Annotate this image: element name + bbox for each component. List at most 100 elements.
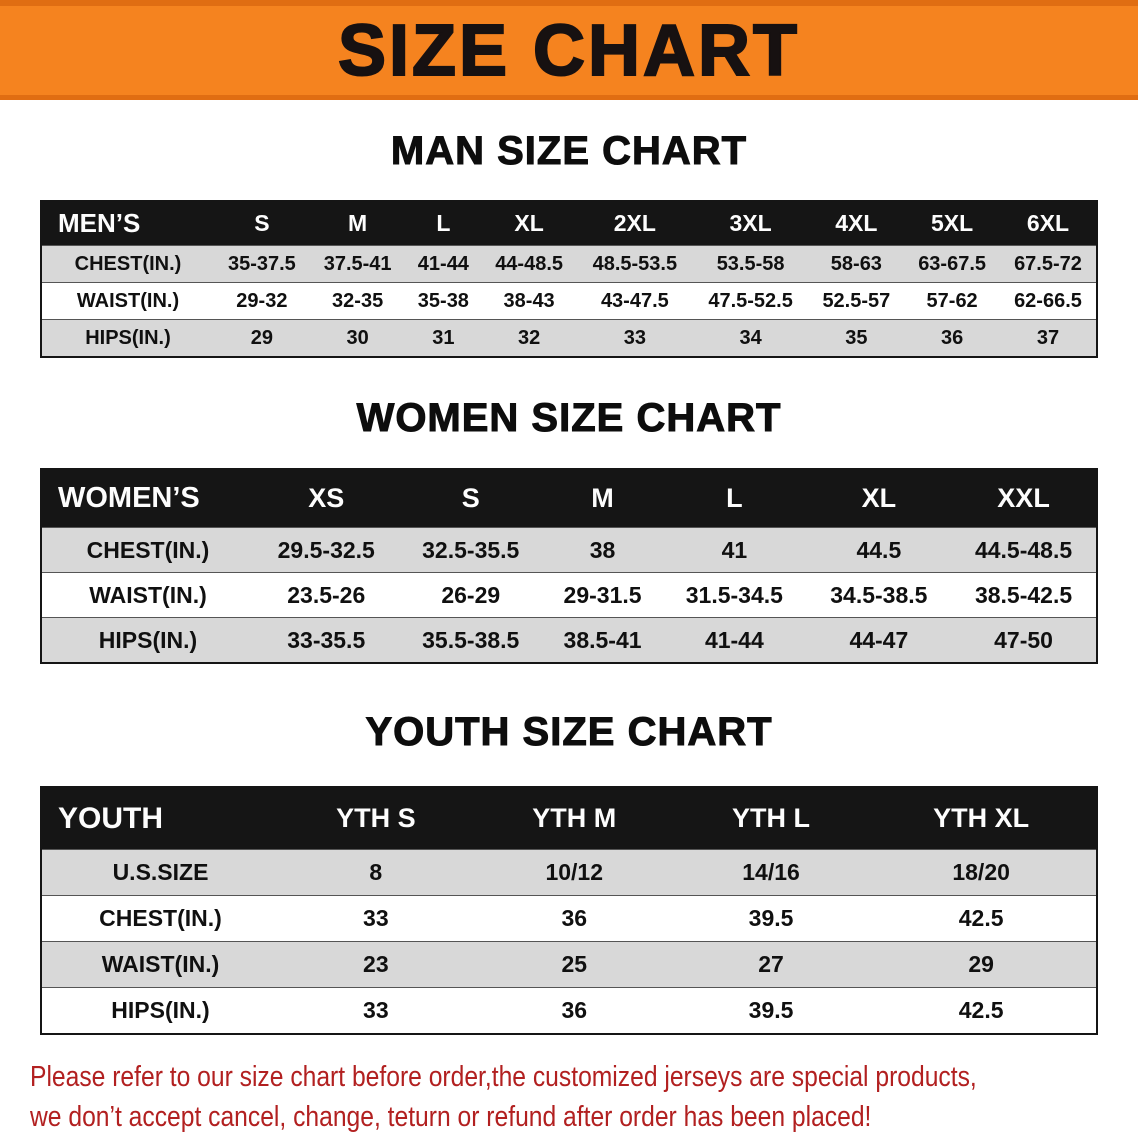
measurement-value: 37	[1036, 326, 1060, 349]
measurement-row: HIPS(IN.) 33-35.5 35.5-38.5 38.5-41 41-44 44-…	[41, 617, 1097, 663]
measurement-value: 44-48.5	[495, 252, 564, 275]
size-column-header: 4XL	[808, 201, 905, 246]
measurement-value: 23.5-26	[287, 581, 366, 608]
measurement-value: 29	[968, 951, 994, 977]
measurement-value: 35-37.5	[227, 252, 296, 275]
measurement-label: HIPS(IN.)	[111, 997, 210, 1023]
size-column-header: S	[398, 469, 543, 528]
measurement-value: 57-62	[926, 289, 978, 312]
measurement-value: 52.5-57	[822, 289, 891, 312]
disclaimer-line-2: we don’t accept cancel, change, teturn o…	[30, 1101, 872, 1133]
size-column-header: YTH M	[472, 787, 676, 850]
men-section-heading: MAN SIZE CHART	[390, 129, 748, 174]
size-column-header: 5XL	[904, 201, 1000, 246]
size-column-header: XXL	[951, 469, 1097, 528]
measurement-value: 48.5-53.5	[592, 252, 678, 275]
measurement-value: 26-29	[441, 581, 501, 608]
top-banner: SIZE CHART	[0, 0, 1138, 100]
measurement-value: 33	[363, 905, 389, 931]
measurement-value: 31.5-34.5	[685, 581, 783, 608]
size-header-row: MEN’S S M L XL 2XL 3XL 4XL 5XL 6XL	[41, 201, 1097, 246]
measurement-label: WAIST(IN.)	[76, 289, 180, 312]
measurement-value: 39.5	[748, 905, 794, 931]
measurement-value: 53.5-58	[716, 252, 785, 275]
size-column-header: M	[543, 469, 663, 528]
size-column-header: S	[214, 201, 310, 246]
measurement-value: 62-66.5	[1014, 289, 1082, 312]
measurement-value: 8	[369, 859, 383, 885]
measurement-value: 41-44	[417, 252, 469, 275]
measurement-value: 42.5	[958, 905, 1004, 931]
size-column-header: YTH S	[279, 787, 473, 850]
measurement-value: 32	[517, 326, 541, 349]
measurement-value: 23	[363, 951, 389, 977]
size-column-header: 6XL	[999, 201, 1097, 246]
measurement-value: 36	[561, 905, 588, 931]
disclaimer: Please refer to our size chart before or…	[0, 1057, 1138, 1137]
measurement-label: CHEST(IN.)	[99, 905, 222, 931]
measurement-value: 41-44	[704, 626, 764, 653]
measurement-row: WAIST(IN.) 23 25 27 29	[41, 941, 1097, 988]
measurement-value: 10/12	[545, 859, 604, 885]
measurement-value: 35.5-38.5	[422, 626, 520, 653]
measurement-value: 29-32	[236, 289, 288, 312]
size-column-header: XL	[481, 201, 577, 246]
measurement-value: 38-43	[503, 289, 555, 312]
measurement-value: 63-67.5	[918, 252, 987, 275]
measurement-row: WAIST(IN.) 23.5-26 26-29 29-31.5 31.5-34.5 34…	[41, 572, 1097, 618]
measurement-value: 33-35.5	[287, 626, 366, 653]
measurement-value: 29.5-32.5	[277, 536, 375, 563]
measurement-row: CHEST(IN.) 35-37.5 37.5-41 41-44 44-48.5 48.5…	[41, 245, 1097, 283]
size-column-header: YTH XL	[866, 787, 1097, 850]
size-header-row: YOUTH YTH S YTH M YTH L YTH XL	[41, 787, 1097, 850]
measurement-value: 35-38	[417, 289, 469, 312]
measurement-value: 31	[432, 326, 455, 349]
measurement-value: 44-47	[849, 626, 909, 653]
measurement-value: 42.5	[958, 997, 1004, 1023]
measurement-value: 29	[250, 326, 273, 349]
table-corner-label: MEN’S	[41, 201, 214, 246]
measurement-value: 47.5-52.5	[708, 289, 793, 312]
measurement-row: CHEST(IN.) 29.5-32.5 32.5-35.5 38 41 44.5 44.5…	[41, 527, 1097, 573]
table-corner-label: WOMEN’S	[41, 469, 254, 528]
measurement-label: HIPS(IN.)	[98, 626, 198, 653]
measurement-row: HIPS(IN.) 29 30 31 32 33 34 35 36 37	[41, 319, 1097, 357]
measurement-value: 58-63	[830, 252, 882, 275]
measurement-value: 41	[721, 536, 748, 563]
measurement-value: 34	[739, 326, 762, 349]
measurement-value: 27	[758, 951, 784, 977]
measurement-value: 36	[940, 326, 964, 349]
women-size-table: WOMEN’S XS S M L XL XXL CHEST(IN.) 29.5-32.5 32.5…	[40, 468, 1098, 664]
measurement-value: 29-31.5	[563, 581, 642, 608]
size-column-header: 2XL	[576, 201, 693, 246]
size-column-header: M	[309, 201, 406, 246]
measurement-value: 44.5	[856, 536, 902, 563]
measurement-value: 32-35	[332, 289, 384, 312]
measurement-value: 38.5-41	[563, 626, 642, 653]
table-corner-label: YOUTH	[41, 787, 279, 850]
size-column-header: XS	[254, 469, 399, 528]
measurement-value: 18/20	[952, 859, 1010, 885]
measurement-value: 38.5-42.5	[974, 581, 1073, 608]
youth-section-heading: YOUTH SIZE CHART	[365, 710, 773, 755]
measurement-row: WAIST(IN.) 29-32 32-35 35-38 38-43 43-47.5 47.…	[41, 282, 1097, 320]
measurement-value: 35	[845, 326, 868, 349]
measurement-value: 37.5-41	[323, 252, 392, 275]
men-size-section: MAN SIZE CHART MEN’S S M L XL 2XL 3XL 4XL 5XL 6XL…	[0, 127, 1138, 358]
measurement-value: 34.5-38.5	[830, 581, 928, 608]
measurement-value: 38	[589, 536, 616, 563]
size-column-header: 3XL	[692, 201, 809, 246]
measurement-label: WAIST(IN.)	[101, 951, 220, 977]
measurement-row: U.S.SIZE 8 10/12 14/16 18/20	[41, 849, 1097, 896]
measurement-value: 36	[561, 997, 588, 1023]
youth-size-section: YOUTH SIZE CHART YOUTH YTH S YTH M YTH L YTH…	[0, 708, 1138, 1035]
measurement-label: WAIST(IN.)	[89, 581, 207, 608]
measurement-value: 47-50	[994, 626, 1053, 653]
measurement-label: CHEST(IN.)	[86, 536, 210, 563]
size-column-header: XL	[806, 469, 952, 528]
men-size-table: MEN’S S M L XL 2XL 3XL 4XL 5XL 6XL CHEST(IN.) 35-37…	[40, 200, 1098, 358]
size-header-row: WOMEN’S XS S M L XL XXL	[41, 469, 1097, 528]
size-column-header: L	[405, 201, 482, 246]
measurement-row: HIPS(IN.) 33 36 39.5 42.5	[41, 987, 1097, 1034]
